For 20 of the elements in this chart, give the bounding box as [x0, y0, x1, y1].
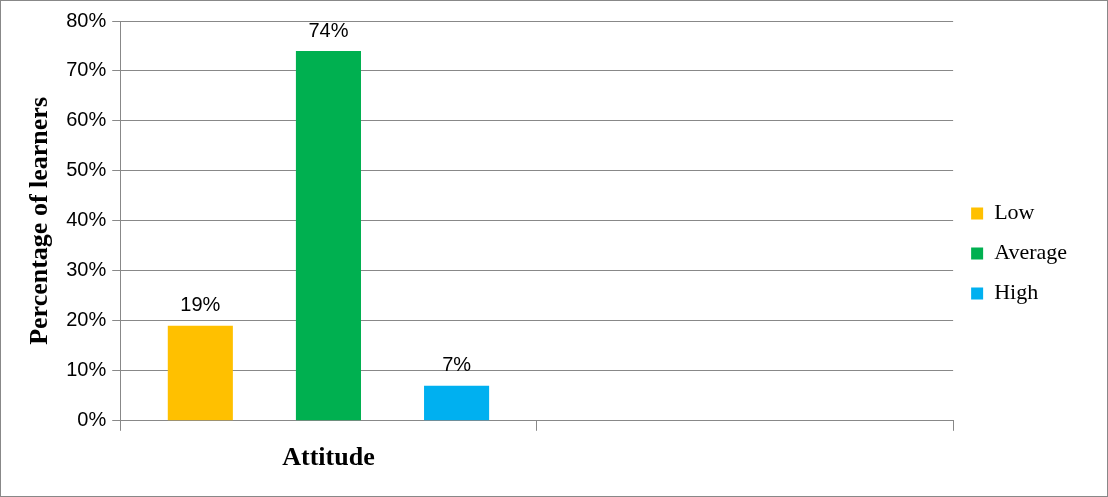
y-tick-label: 60%: [66, 108, 107, 131]
data-label: 74%: [308, 18, 349, 41]
y-tick-label: 40%: [66, 208, 107, 231]
legend-label: Average: [994, 239, 1067, 265]
y-tick-label: 80%: [66, 8, 107, 31]
x-tick-label: Attitude: [282, 442, 375, 472]
legend-label: High: [994, 279, 1039, 305]
y-axis-title: Percentage of learners: [24, 96, 54, 345]
bar: [295, 50, 361, 421]
y-tick-label: 10%: [66, 358, 107, 381]
data-label: 7%: [442, 353, 472, 376]
legend-label: Low: [994, 199, 1035, 225]
bar: [167, 325, 233, 421]
y-tick-label: 30%: [66, 258, 107, 281]
data-label: 19%: [180, 293, 221, 316]
y-tick-label: 70%: [66, 58, 107, 81]
y-tick-label: 0%: [77, 408, 107, 431]
bar: [424, 385, 490, 421]
y-tick-label: 20%: [66, 308, 107, 331]
y-tick-label: 50%: [66, 158, 107, 181]
